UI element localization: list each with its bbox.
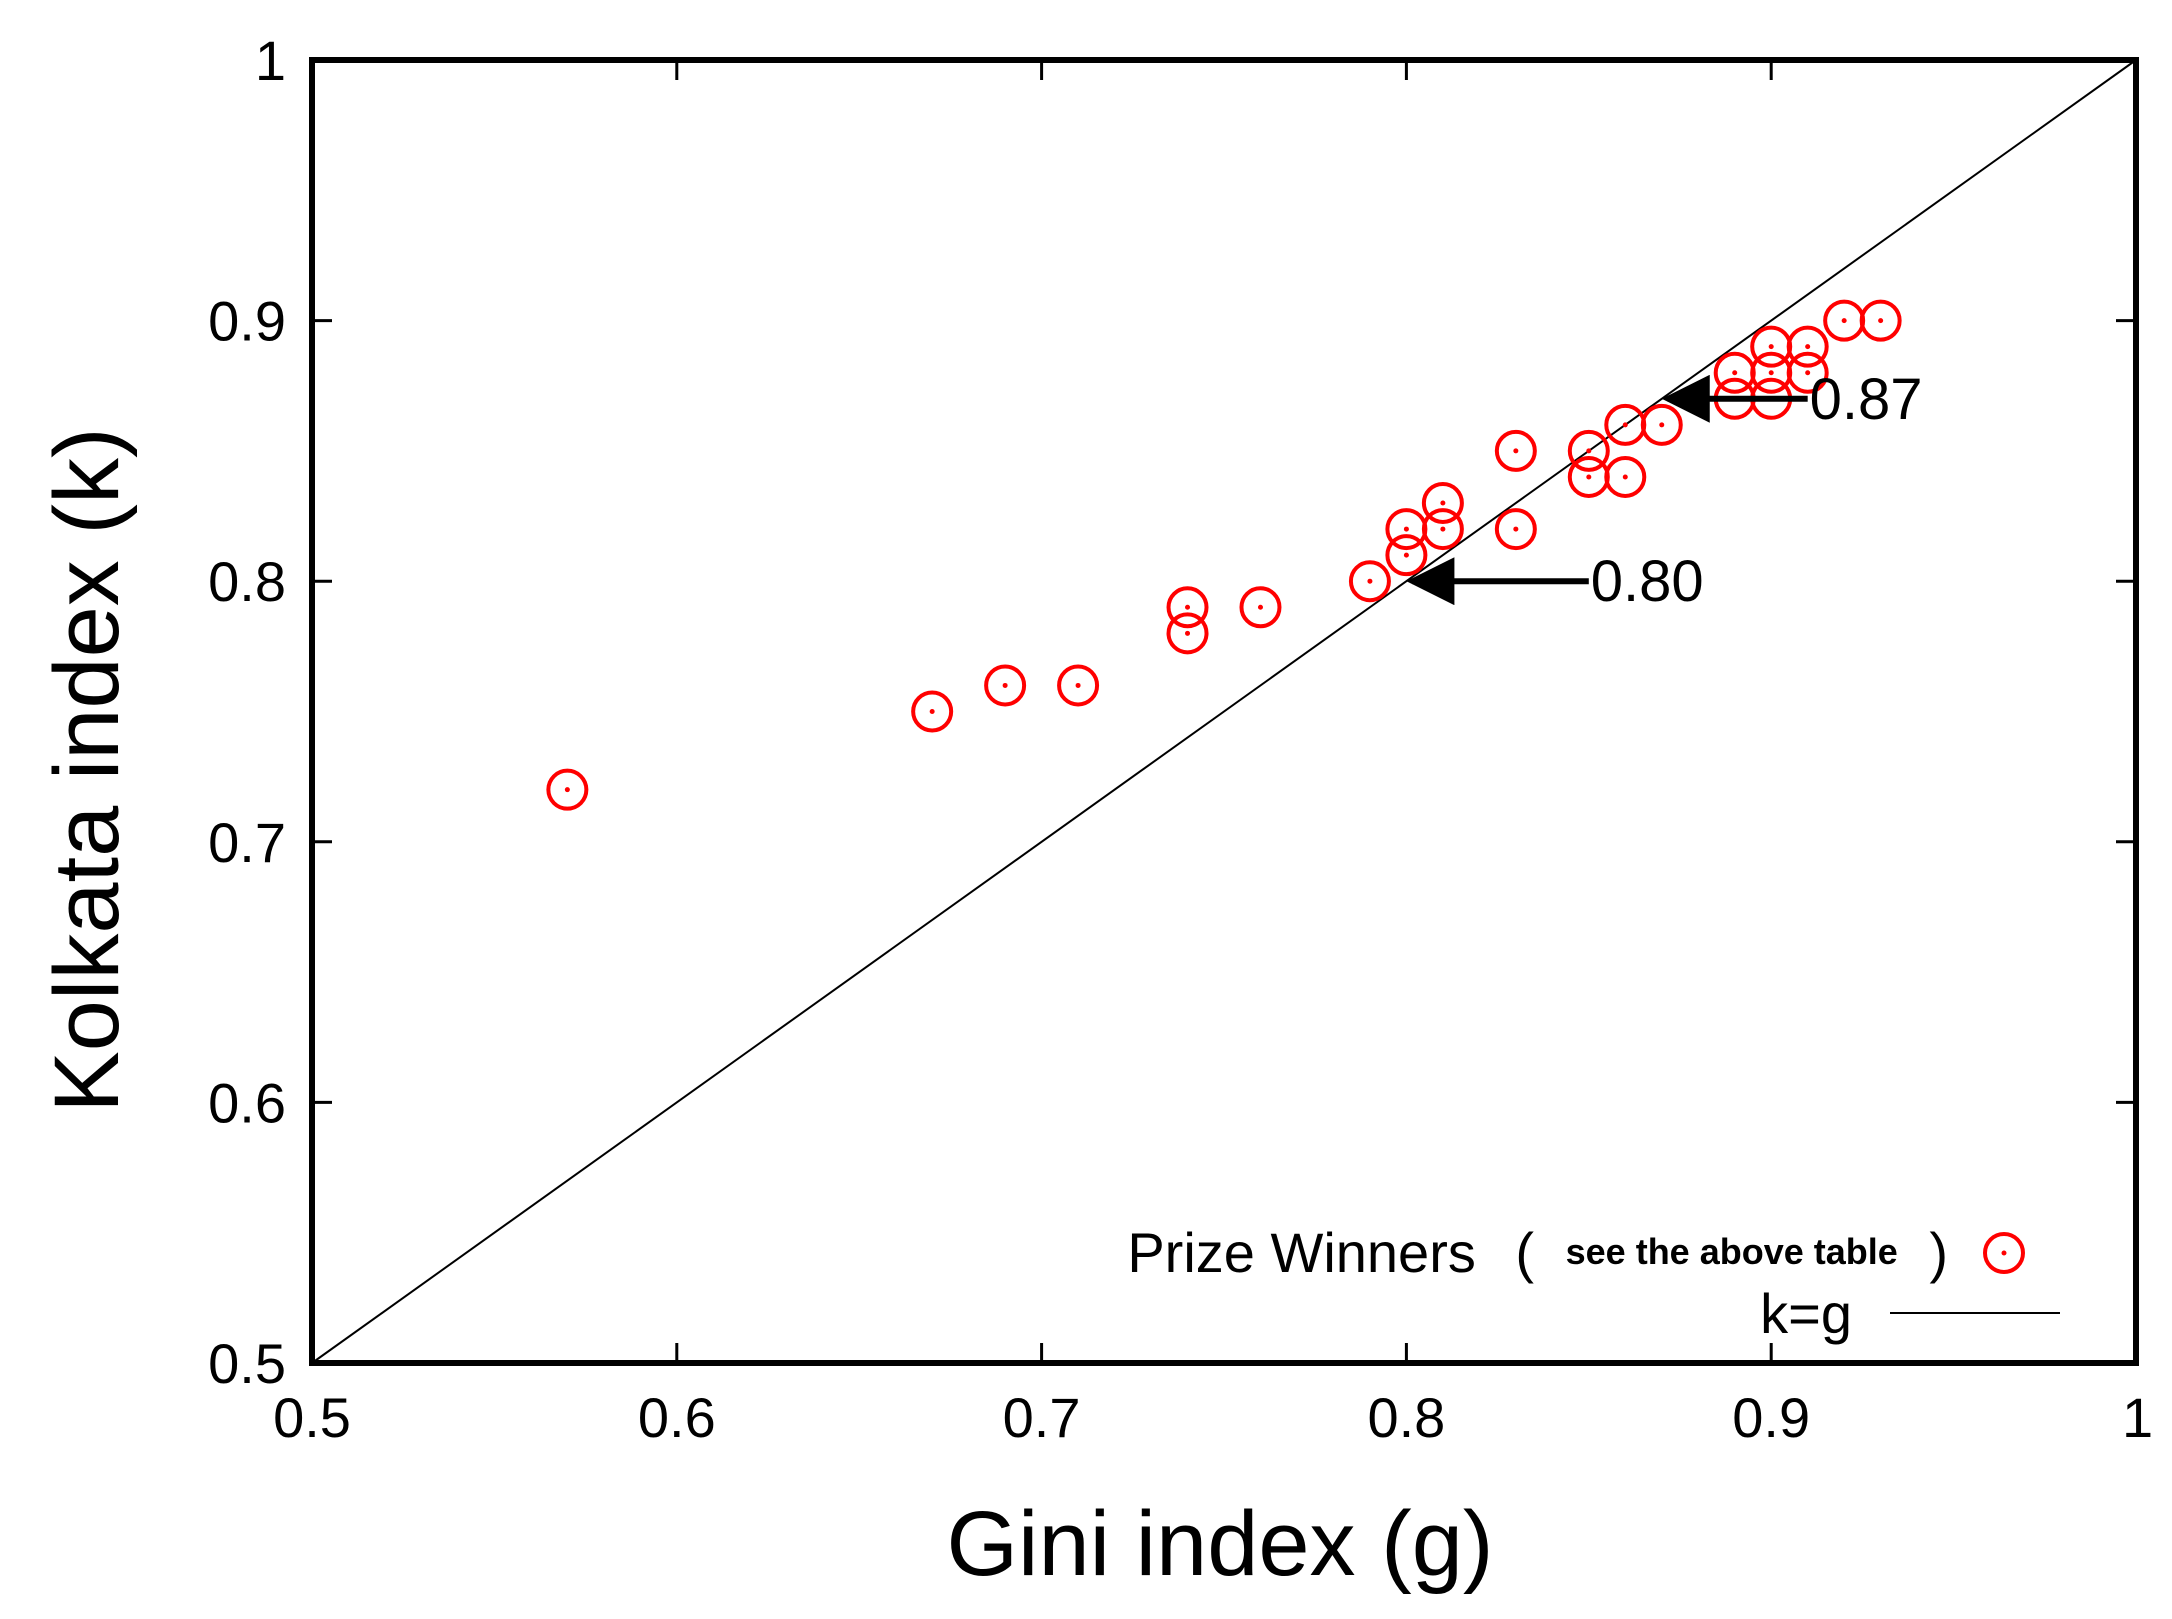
- marker-dot: [1513, 526, 1519, 532]
- marker-dot: [1622, 474, 1628, 480]
- x-tick-label: 0.5: [273, 1386, 351, 1449]
- marker-dot: [1403, 552, 1409, 558]
- y-axis-ticks: 0.5 0.6 0.7 0.8 0.9 1: [208, 29, 2136, 1395]
- x-tick-label: 1: [2122, 1386, 2153, 1449]
- annotation-label: 0.80: [1591, 549, 1704, 614]
- marker-dot: [2001, 1250, 2007, 1256]
- marker-dot: [1257, 604, 1263, 610]
- marker-dot: [1367, 578, 1373, 584]
- marker-ring: [1421, 482, 1464, 525]
- data-point: [1057, 664, 1100, 707]
- marker-ring: [1786, 325, 1829, 368]
- marker-dot: [1185, 604, 1191, 610]
- marker-dot: [1185, 630, 1191, 636]
- y-tick-label: 0.8: [208, 550, 286, 613]
- marker-ring: [1604, 455, 1647, 498]
- legend-entry-identity-line: k=g: [1760, 1282, 1852, 1345]
- y-tick-label: 0.5: [208, 1332, 286, 1395]
- identity-line: [311, 59, 2137, 1364]
- y-tick-label: 1: [255, 29, 286, 92]
- legend-open-paren: (: [1515, 1221, 1534, 1284]
- data-point: [911, 690, 954, 733]
- marker-dot: [1841, 318, 1847, 324]
- marker-dot: [1513, 448, 1519, 454]
- marker-ring: [1239, 586, 1282, 629]
- marker-dot: [1622, 422, 1628, 428]
- data-point: [546, 768, 589, 811]
- legend-entry-prize-winners: Prize Winners ( see the above table ): [1127, 1213, 1948, 1284]
- data-point: [1494, 508, 1537, 551]
- annotations: 0.87 0.80: [1406, 367, 1923, 614]
- data-point: [1786, 351, 1829, 394]
- marker-dot: [1586, 474, 1592, 480]
- x-tick-label: 0.9: [1732, 1386, 1810, 1449]
- data-point: [984, 664, 1027, 707]
- marker-dot: [1586, 448, 1592, 454]
- data-points: [546, 299, 1902, 811]
- legend-series-name: Prize Winners: [1127, 1221, 1476, 1284]
- plot-frame: [309, 57, 2139, 1366]
- marker-ring: [911, 690, 954, 733]
- legend-note: see the above table: [1566, 1231, 1898, 1272]
- marker-ring: [1983, 1232, 2025, 1274]
- y-axis-label: Kolkata index (k): [36, 427, 138, 1112]
- data-point: [1421, 482, 1464, 525]
- data-point: [1786, 325, 1829, 368]
- y-tick-label: 0.6: [208, 1071, 286, 1134]
- x-tick-label: 0.8: [1367, 1386, 1445, 1449]
- marker-dot: [1805, 344, 1811, 350]
- data-point: [1239, 586, 1282, 629]
- marker-ring: [1057, 664, 1100, 707]
- marker-ring: [1567, 429, 1610, 472]
- marker-dot: [1732, 370, 1738, 376]
- data-point: [1166, 612, 1209, 655]
- data-point: [1494, 429, 1537, 472]
- legend-marker-prize-winners: [1983, 1232, 2025, 1274]
- marker-ring: [1494, 508, 1537, 551]
- x-tick-label: 0.6: [638, 1386, 716, 1449]
- marker-dot: [1768, 344, 1774, 350]
- x-tick-label: 0.7: [1003, 1386, 1081, 1449]
- data-point: [1859, 299, 1902, 342]
- marker-ring: [1786, 351, 1829, 394]
- data-point: [1567, 429, 1610, 472]
- legend-marker-symbol: [1983, 1232, 2025, 1274]
- data-point: [1348, 560, 1391, 603]
- marker-ring: [1166, 586, 1209, 629]
- marker-ring: [984, 664, 1027, 707]
- x-axis-label: Gini index (g): [946, 1493, 1493, 1595]
- marker-dot: [1659, 422, 1665, 428]
- marker-ring: [546, 768, 589, 811]
- marker-dot: [1002, 682, 1008, 688]
- marker-dot: [1805, 370, 1811, 376]
- marker-ring: [1348, 560, 1391, 603]
- marker-dot: [1440, 500, 1446, 506]
- legend: Prize Winners ( see the above table ) k=…: [1127, 1213, 2060, 1345]
- marker-dot: [1403, 526, 1409, 532]
- y-tick-label: 0.7: [208, 811, 286, 874]
- marker-dot: [1075, 682, 1081, 688]
- data-point: [1421, 508, 1464, 551]
- marker-dot: [1878, 318, 1884, 324]
- marker-dot: [1768, 370, 1774, 376]
- marker-ring: [1421, 508, 1464, 551]
- annotation-label: 0.87: [1810, 367, 1923, 432]
- marker-dot: [1440, 526, 1446, 532]
- marker-ring: [1859, 299, 1902, 342]
- marker-ring: [1166, 612, 1209, 655]
- data-point: [1166, 586, 1209, 629]
- legend-close-paren: ): [1929, 1221, 1948, 1284]
- marker-ring: [1494, 429, 1537, 472]
- data-point: [1604, 455, 1647, 498]
- marker-dot: [564, 787, 570, 793]
- marker-dot: [929, 709, 935, 714]
- y-tick-label: 0.9: [208, 290, 286, 353]
- x-axis-ticks: 0.5 0.6 0.7 0.8 0.9 1: [273, 60, 2153, 1449]
